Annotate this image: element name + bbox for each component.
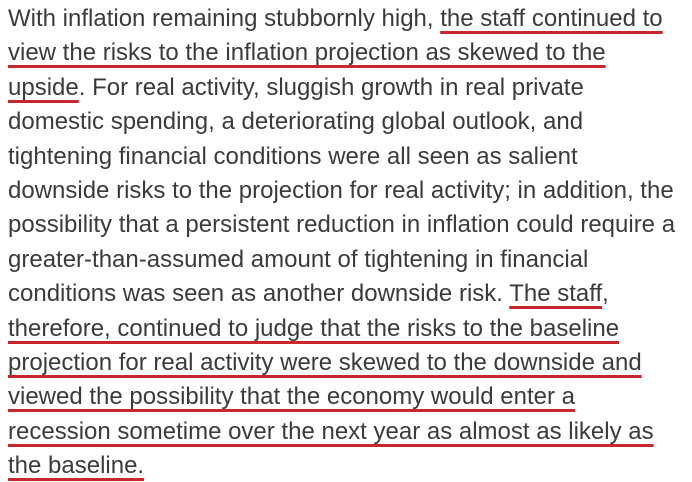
text-line: tightening financial conditions were all…: [8, 140, 684, 174]
text-line: therefore, continued to judge that the r…: [8, 312, 684, 346]
text-line: conditions was seen as another downside …: [8, 277, 684, 311]
text-line: recession sometime over the next year as…: [8, 415, 684, 449]
underlined-text-segment: The staff: [509, 280, 603, 308]
underlined-text-segment: the staff continued to: [440, 5, 663, 32]
text-line: domestic spending, a deteriorating globa…: [8, 105, 684, 139]
text-line: downside risks to the projection for rea…: [8, 174, 684, 208]
text-line: With inflation remaining stubbornly high…: [8, 2, 684, 36]
text-segment: downside risks to the projection for rea…: [8, 176, 674, 204]
underlined-text-segment: recession sometime over the next year as…: [8, 417, 654, 445]
underlined-text-segment: therefore, continued to judge that the r…: [8, 314, 620, 342]
text-line: view the risks to the inflation projecti…: [8, 36, 684, 70]
text-segment: domestic spending, a deteriorating globa…: [8, 108, 584, 136]
text-line: the baseline.: [8, 449, 684, 482]
underlined-text-segment: the baseline.: [8, 452, 145, 480]
underlined-text-segment: projection for real activity were skewed…: [8, 348, 642, 376]
text-line: viewed the possibility that the economy …: [8, 380, 684, 414]
text-segment: possibility that a persistent reduction …: [8, 211, 676, 239]
underlined-text-segment: upside: [8, 73, 79, 101]
text-line: greater-than-assumed amount of tightenin…: [8, 243, 684, 277]
text-segment: With inflation remaining stubbornly high…: [8, 5, 441, 32]
text-line: upside. For real activity, sluggish grow…: [8, 71, 684, 105]
underlined-text-segment: viewed the possibility that the economy …: [8, 383, 575, 411]
text-segment: conditions was seen as another downside …: [8, 280, 510, 308]
text-line: projection for real activity were skewed…: [8, 346, 684, 380]
underlined-text-segment: view the risks to the inflation projecti…: [8, 39, 606, 67]
text-segment: ,: [602, 280, 609, 308]
text-segment: tightening financial conditions were all…: [8, 142, 578, 170]
text-segment: . For real activity, sluggish growth in …: [78, 73, 584, 101]
paragraph: With inflation remaining stubbornly high…: [8, 2, 684, 482]
text-segment: greater-than-assumed amount of tightenin…: [8, 245, 589, 273]
text-line: possibility that a persistent reduction …: [8, 208, 684, 242]
